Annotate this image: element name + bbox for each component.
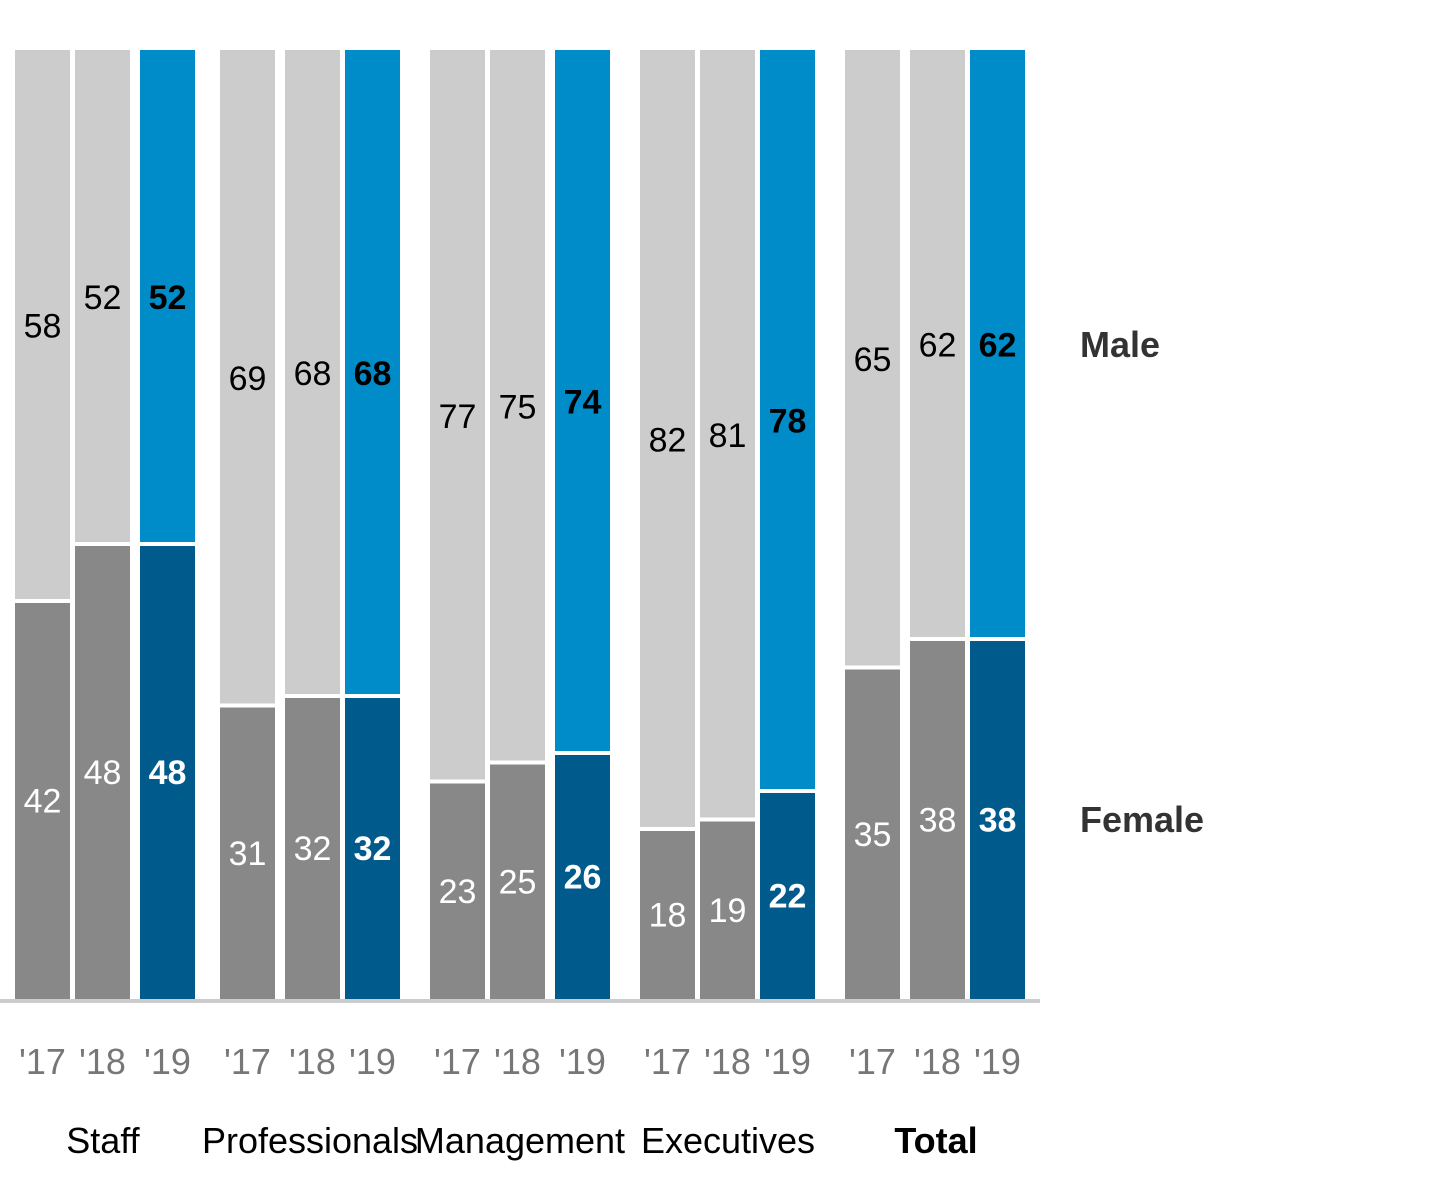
bar-male-total-18 [910, 50, 965, 637]
label-female-management-18: 25 [499, 863, 537, 901]
tick-label-staff-17: '17 [19, 1041, 66, 1082]
tick-label-total-18: '18 [914, 1041, 961, 1082]
label-male-staff-17: 58 [24, 308, 62, 346]
bar-female-total-18 [910, 641, 965, 1000]
bar-female-staff-17 [15, 603, 70, 1000]
label-female-total-18: 38 [919, 802, 957, 840]
label-female-total-19: 38 [979, 802, 1017, 840]
label-female-professionals-19: 32 [354, 830, 392, 868]
bar-male-professionals-18 [285, 50, 340, 694]
tick-label-executives-19: '19 [764, 1041, 811, 1082]
bar-male-management-18 [490, 50, 545, 761]
label-male-executives-18: 81 [709, 417, 747, 455]
label-female-staff-18: 48 [84, 754, 122, 792]
tick-label-management-19: '19 [559, 1041, 606, 1082]
tick-label-executives-17: '17 [644, 1041, 691, 1082]
label-male-professionals-19: 68 [354, 355, 392, 393]
label-female-professionals-18: 32 [294, 830, 332, 868]
bar-male-professionals-17 [220, 50, 275, 704]
label-female-staff-19: 48 [149, 754, 187, 792]
tick-label-management-17: '17 [434, 1041, 481, 1082]
bar-male-executives-19 [760, 50, 815, 789]
tick-label-executives-18: '18 [704, 1041, 751, 1082]
group-label-management: Management [415, 1120, 625, 1161]
label-male-total-18: 62 [919, 327, 957, 365]
label-male-management-17: 77 [439, 398, 477, 436]
bar-male-total-17 [845, 50, 900, 666]
label-male-staff-19: 52 [149, 279, 187, 317]
bar-male-staff-18 [75, 50, 130, 542]
group-label-executives: Executives [641, 1120, 815, 1161]
bar-female-total-19 [970, 641, 1025, 1000]
bar-female-staff-19 [140, 546, 195, 1000]
bar-female-total-17 [845, 669, 900, 1000]
bar-female-staff-18 [75, 546, 130, 1000]
tick-label-staff-19: '19 [144, 1041, 191, 1082]
labels-layer: 5842'175248'185248'19Staff6931'176832'18… [19, 279, 1021, 1161]
bar-male-executives-18 [700, 50, 755, 818]
bar-male-staff-19 [140, 50, 195, 542]
bar-female-professionals-17 [220, 707, 275, 1000]
group-label-staff: Staff [66, 1120, 140, 1161]
group-label-professionals: Professionals [202, 1120, 418, 1161]
tick-label-professionals-17: '17 [224, 1041, 271, 1082]
bar-male-staff-17 [15, 50, 70, 599]
bar-male-management-17 [430, 50, 485, 780]
label-female-management-19: 26 [564, 859, 602, 897]
label-male-management-19: 74 [564, 384, 602, 422]
bar-female-management-19 [555, 755, 610, 1000]
label-female-executives-18: 19 [709, 892, 747, 930]
label-male-total-17: 65 [854, 341, 892, 379]
bar-female-professionals-19 [345, 698, 400, 1000]
label-male-executives-17: 82 [649, 422, 687, 460]
label-male-staff-18: 52 [84, 279, 122, 317]
label-female-executives-19: 22 [769, 878, 807, 916]
legend: Male Female [1080, 324, 1204, 840]
bar-male-total-19 [970, 50, 1025, 637]
group-label-total: Total [894, 1120, 977, 1161]
label-male-professionals-18: 68 [294, 355, 332, 393]
bar-female-executives-18 [700, 821, 755, 1000]
tick-label-professionals-19: '19 [349, 1041, 396, 1082]
label-male-total-19: 62 [979, 327, 1017, 365]
label-female-staff-17: 42 [24, 783, 62, 821]
label-male-professionals-17: 69 [229, 360, 267, 398]
tick-label-total-19: '19 [974, 1041, 1021, 1082]
bar-female-management-17 [430, 783, 485, 1000]
bar-female-management-18 [490, 764, 545, 1000]
tick-label-total-17: '17 [849, 1041, 896, 1082]
label-female-executives-17: 18 [649, 897, 687, 935]
label-male-management-18: 75 [499, 388, 537, 426]
bar-male-professionals-19 [345, 50, 400, 694]
label-female-total-17: 35 [854, 816, 892, 854]
tick-label-professionals-18: '18 [289, 1041, 336, 1082]
legend-male-label: Male [1080, 324, 1160, 365]
bar-male-executives-17 [640, 50, 695, 827]
tick-label-management-18: '18 [494, 1041, 541, 1082]
label-female-management-17: 23 [439, 873, 477, 911]
bar-female-professionals-18 [285, 698, 340, 1000]
legend-female-label: Female [1080, 799, 1204, 840]
bar-female-executives-19 [760, 793, 815, 1000]
label-male-executives-19: 78 [769, 403, 807, 441]
tick-label-staff-18: '18 [79, 1041, 126, 1082]
bars-layer [15, 50, 1025, 1000]
bar-female-executives-17 [640, 831, 695, 1000]
bar-male-management-19 [555, 50, 610, 751]
label-female-professionals-17: 31 [229, 835, 267, 873]
